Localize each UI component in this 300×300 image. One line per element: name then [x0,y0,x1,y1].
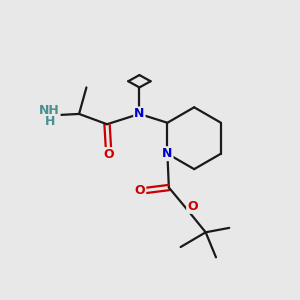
Text: N: N [134,107,145,120]
Text: N: N [162,147,172,160]
Text: H: H [44,116,55,128]
Text: O: O [135,184,145,197]
Text: O: O [187,200,198,213]
Text: O: O [103,148,114,161]
Text: NH: NH [39,103,60,117]
